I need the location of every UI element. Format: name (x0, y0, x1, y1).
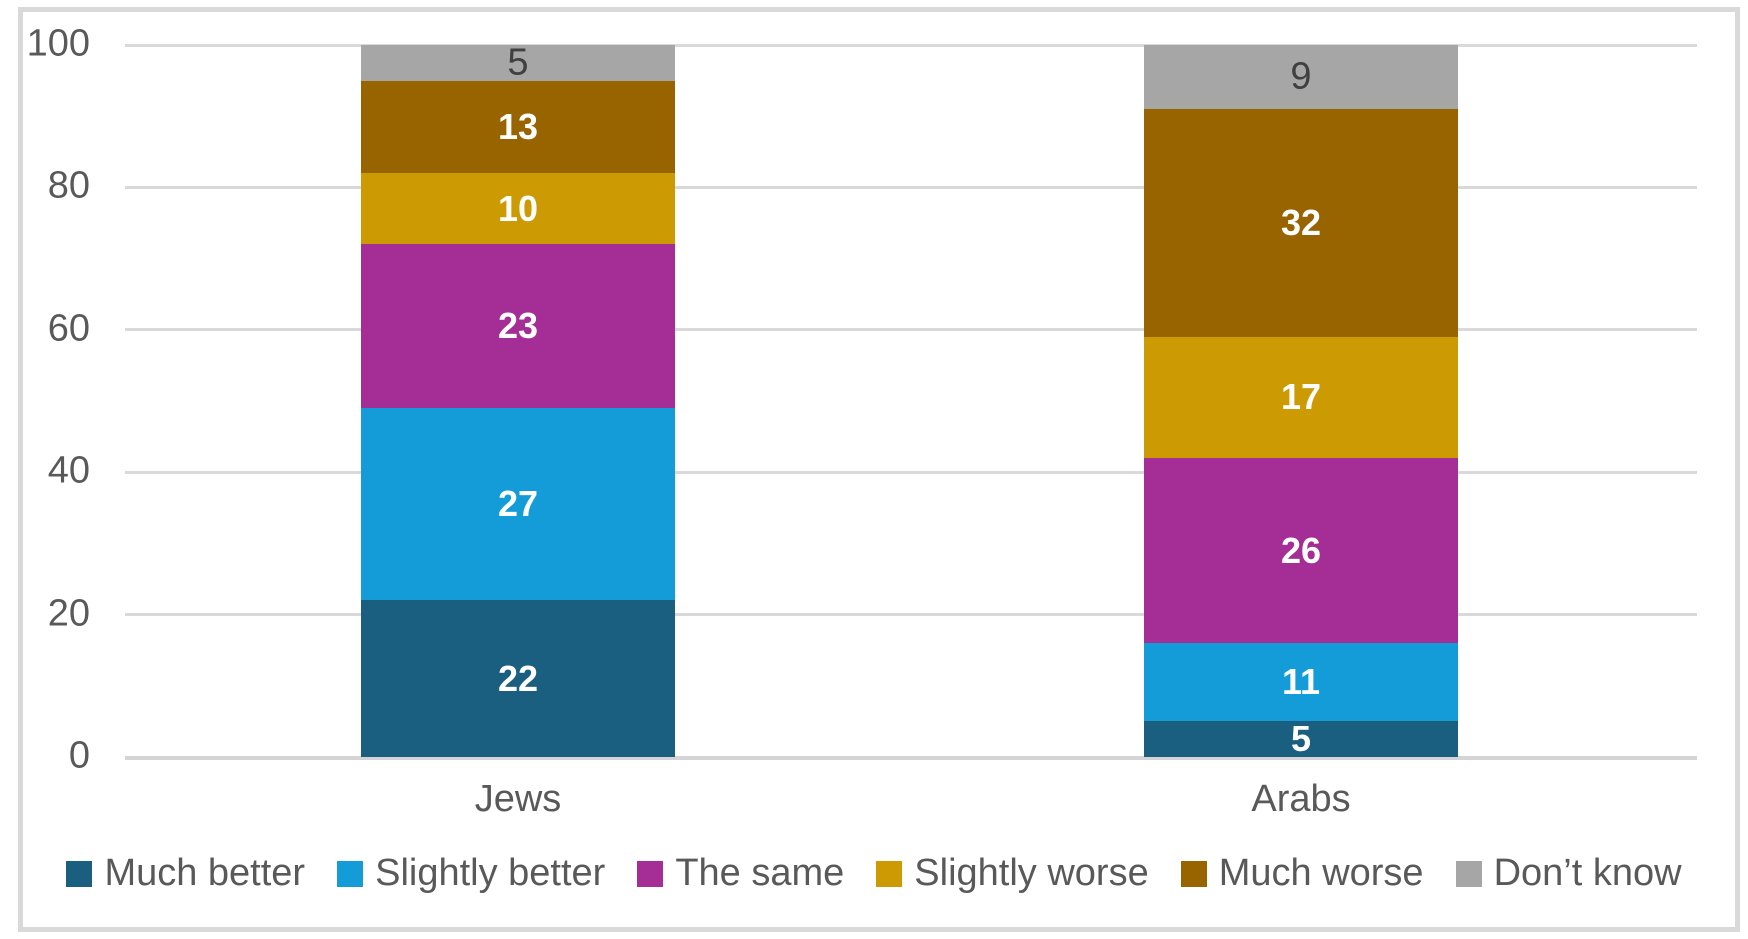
gridline-40 (125, 470, 1697, 474)
data-label-arabs-don-t-know: 9 (1290, 55, 1312, 98)
legend-item-the-same: The same (637, 852, 844, 895)
gridline-60 (125, 328, 1697, 332)
data-label-jews-slightly-worse: 10 (497, 187, 539, 229)
bar-segment-jews-slightly-better (361, 408, 675, 601)
data-label-arabs-much-better: 5 (1290, 718, 1312, 760)
bar-segment-arabs-much-better (1144, 721, 1458, 757)
data-label-jews-much-better: 22 (497, 657, 539, 699)
gridline-20 (125, 613, 1697, 617)
legend-label-slightly-worse: Slightly worse (914, 852, 1149, 894)
data-label-arabs-much-worse: 32 (1280, 202, 1322, 243)
data-label-jews-much-worse: 13 (497, 105, 539, 147)
bar-segment-arabs-much-worse (1144, 109, 1458, 337)
legend-swatch-slightly-better (337, 860, 364, 887)
category-label-jews: Jews (474, 778, 562, 820)
legend-item-slightly-better: Slightly better (337, 852, 605, 895)
y-tick-label-0: 0 (68, 734, 90, 777)
data-label-jews-don-t-know: 5 (507, 41, 529, 84)
legend-item-much-better: Much better (66, 852, 305, 895)
y-tick-label-40: 40 (47, 449, 90, 492)
bar-segment-jews-the-same (361, 244, 675, 409)
legend-item-don-t-know: Don’t know (1455, 852, 1682, 895)
y-tick-label-20: 20 (47, 592, 90, 635)
y-tick-label-60: 60 (47, 307, 90, 350)
bar-segment-arabs-slightly-worse (1144, 336, 1458, 458)
bar-segment-jews-don-t-know (361, 45, 675, 81)
legend-swatch-slightly-worse (876, 860, 903, 887)
bar-segment-jews-much-worse (361, 80, 675, 174)
legend-swatch-don-t-know (1455, 860, 1482, 887)
legend-item-slightly-worse: Slightly worse (876, 852, 1149, 895)
data-label-arabs-the-same: 26 (1280, 529, 1322, 571)
category-label-arabs: Arabs (1251, 778, 1351, 820)
legend-label-much-better: Much better (104, 852, 306, 894)
legend-label-the-same: The same (675, 852, 845, 894)
legend-label-slightly-better: Slightly better (375, 852, 606, 894)
bar-segment-arabs-don-t-know (1144, 45, 1458, 110)
legend: Much better Slightly better The same Slight… (0, 852, 1748, 895)
x-axis-line (125, 755, 1697, 760)
legend-item-much-worse: Much worse (1180, 852, 1424, 895)
data-label-arabs-slightly-worse: 17 (1280, 376, 1322, 418)
legend-label-much-worse: Much worse (1218, 852, 1424, 894)
y-tick-label-100: 100 (26, 22, 90, 65)
gridline-100 (125, 43, 1697, 47)
data-label-jews-slightly-better: 27 (497, 483, 539, 525)
legend-swatch-much-better (66, 860, 93, 887)
gridline-80 (125, 185, 1697, 189)
bar-segment-arabs-the-same (1144, 457, 1458, 644)
legend-swatch-much-worse (1180, 860, 1207, 887)
data-label-arabs-slightly-better: 11 (1281, 661, 1321, 703)
bar-segment-arabs-slightly-better (1144, 643, 1458, 722)
bar-segment-jews-much-better (361, 600, 675, 757)
bar-segment-jews-slightly-worse (361, 173, 675, 245)
legend-swatch-the-same (637, 860, 664, 887)
y-tick-label-80: 80 (47, 165, 90, 208)
legend-label-don-t-know: Don’t know (1493, 852, 1682, 894)
data-label-jews-the-same: 23 (497, 305, 539, 347)
